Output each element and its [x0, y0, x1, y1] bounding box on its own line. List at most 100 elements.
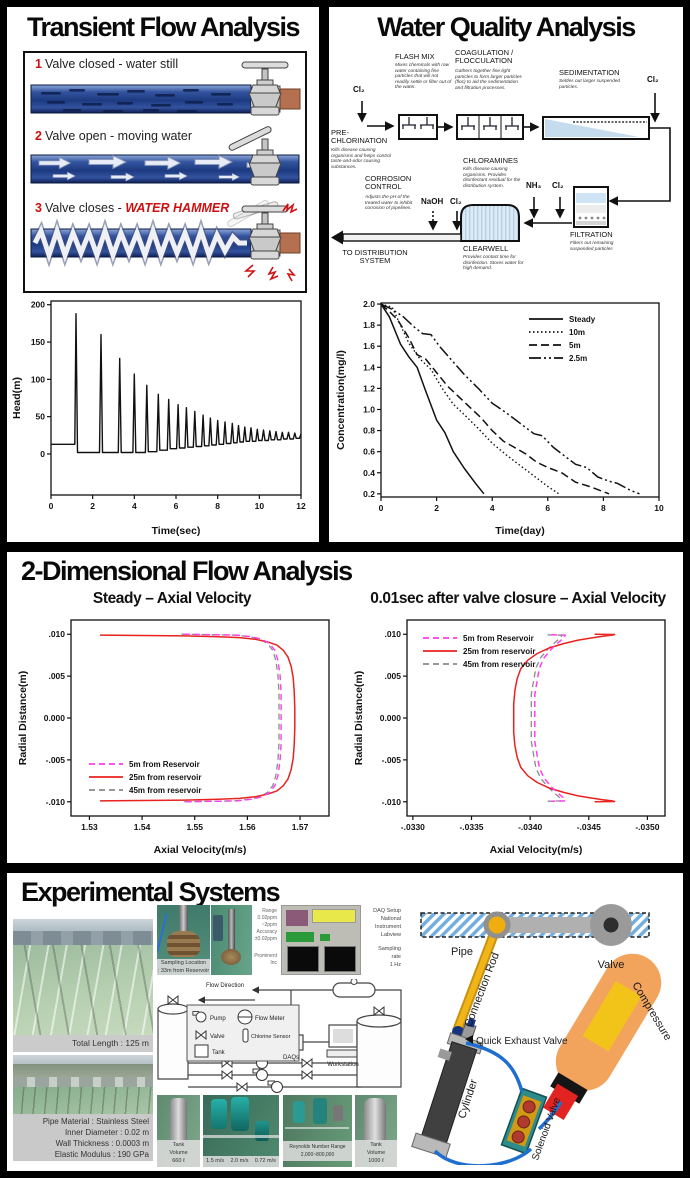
chem-cl2-sed: Cl₂ — [647, 75, 659, 84]
sampling-location-photo: Sampling Location : 33m from Reservoir — [157, 905, 210, 975]
flow-direction-label: Flow Direction — [206, 983, 244, 989]
cylinder-shape — [411, 1017, 484, 1159]
pneumatic-tubes — [433, 1041, 563, 1165]
svg-text:150: 150 — [31, 337, 45, 347]
chlorine-sensor-photo — [211, 905, 252, 975]
workstation-label: Workstation — [327, 1062, 359, 1068]
panel-title: 2-Dimensional Flow Analysis — [21, 556, 353, 586]
svg-text:0.8: 0.8 — [363, 426, 375, 436]
water-hammer-illustration — [30, 61, 301, 282]
svg-text:.005: .005 — [384, 671, 401, 681]
solenoid-shape — [500, 1087, 548, 1155]
svg-text:12: 12 — [296, 501, 306, 511]
svg-text:0.6: 0.6 — [363, 447, 375, 457]
svg-text:1.4: 1.4 — [363, 362, 375, 372]
svg-text:1.56: 1.56 — [239, 822, 256, 832]
svg-text:5m from Reservoir: 5m from Reservoir — [129, 760, 200, 769]
valve-label: Valve — [598, 959, 625, 971]
svg-text:-.0335: -.0335 — [459, 822, 483, 832]
panel-transient-flow: Transient Flow Analysis — [4, 4, 322, 545]
quick-exhaust-pointer-icon — [465, 1035, 473, 1044]
panel-title: Transient Flow Analysis — [26, 12, 301, 42]
svg-text:0: 0 — [49, 501, 54, 511]
svg-text:4: 4 — [490, 503, 495, 513]
connection-rod-shape — [454, 924, 500, 1033]
svg-text:1.0: 1.0 — [363, 404, 375, 414]
svg-text:1.57: 1.57 — [292, 822, 309, 832]
svg-text:1.55: 1.55 — [186, 822, 203, 832]
svg-text:Axial Velocity(m/s): Axial Velocity(m/s) — [490, 844, 583, 856]
step-text: Valve open - moving water — [44, 129, 193, 143]
svg-text:50: 50 — [36, 412, 46, 422]
stage-coagulation: COAGULATION / FLOCCULATION — [455, 48, 514, 65]
svg-text:Steady: Steady — [569, 315, 596, 324]
svg-text:.010: .010 — [48, 629, 65, 639]
panel-experimental: Experimental Systems Total Length : 125 … — [4, 870, 686, 1174]
svg-text:5m: 5m — [569, 341, 581, 350]
pipeline-photo-bottom: Pipe Material : Stainless Steel Inner Di… — [13, 1055, 153, 1161]
stage-clearwell: CLEARWELL — [463, 244, 509, 253]
svg-text:-.005: -.005 — [382, 755, 402, 765]
svg-text:Time(day): Time(day) — [495, 525, 544, 537]
daqs-label: DAQs — [283, 1055, 299, 1061]
reynolds-caption: Reynolds Number Range 2,000~800,000 — [283, 1141, 352, 1161]
actuator-schematic: Pipe Valve Connection Rod Quick Exhaust … — [411, 904, 674, 1165]
svg-text:0.000: 0.000 — [44, 713, 66, 723]
stage-desc: Filters out remaining suspended particle… — [570, 241, 614, 252]
svg-text:1.2: 1.2 — [363, 383, 375, 393]
panel-2d-flow: 2-Dimensional Flow Analysis Steady – Axi… — [4, 549, 686, 866]
svg-text:4: 4 — [132, 501, 137, 511]
svg-text:0.000: 0.000 — [380, 713, 402, 723]
svg-text:Radial Distance(m): Radial Distance(m) — [17, 671, 29, 766]
svg-text:Concentration(mg/l): Concentration(mg/l) — [335, 350, 347, 450]
tank-1000-caption: Tank Volume 1000 ℓ — [355, 1140, 397, 1167]
chem-cl2-pre: Cl₂ — [353, 85, 365, 94]
svg-text:-.0350: -.0350 — [635, 822, 659, 832]
water-hammer-step-1: 1 Valve closed - water still — [35, 57, 178, 71]
water-hammer-figure: 1 Valve closed - water still 2 Valve open … — [23, 51, 307, 293]
water-hammer-step-2: 2 Valve open - moving water — [35, 129, 192, 143]
step-text: Valve closes - — [44, 201, 122, 215]
legend-pump-label: Pump — [210, 1016, 226, 1022]
svg-text:-.0340: -.0340 — [518, 822, 542, 832]
svg-text:45m from reservoir: 45m from reservoir — [129, 786, 201, 795]
legend-tank-label: Tank — [212, 1050, 226, 1056]
stage-flash-mix: FLASH MIX — [395, 52, 435, 61]
sensor-spec-text: Range 0.02ppm ~2ppm Accuracy ±0.02ppm Pr… — [252, 905, 279, 975]
svg-text:0.2: 0.2 — [363, 489, 375, 499]
steady-subtitle: Steady – Axial Velocity — [92, 590, 252, 607]
chem-naoh: NaOH — [421, 197, 444, 206]
daq-screenshot — [281, 905, 361, 975]
step-number: 3 — [35, 201, 42, 215]
svg-text:-.010: -.010 — [46, 797, 66, 807]
svg-text:Radial Distance(m): Radial Distance(m) — [353, 671, 365, 766]
svg-text:-.0330: -.0330 — [401, 822, 425, 832]
svg-text:.010: .010 — [384, 629, 401, 639]
svg-text:0.4: 0.4 — [363, 468, 375, 478]
svg-text:1.54: 1.54 — [134, 822, 151, 832]
svg-text:Head(m): Head(m) — [11, 377, 23, 419]
daq-spec-text: DAQ Setup National Instrument Labview Sa… — [373, 908, 401, 968]
svg-text:2.0: 2.0 — [363, 299, 375, 309]
svg-text:-.005: -.005 — [46, 755, 66, 765]
svg-text:25m from reservoir: 25m from reservoir — [463, 647, 535, 656]
stage-filtration: FILTRATION — [570, 230, 613, 239]
panel-title: Experimental Systems — [21, 877, 281, 907]
step-text: Valve closed - water still — [44, 57, 179, 71]
svg-text:25m from reservoir: 25m from reservoir — [129, 773, 201, 782]
pumps-photo: 1.5 m/s 2.0 m/s 0.72 m/s — [203, 1095, 279, 1167]
svg-text:Time(sec): Time(sec) — [152, 525, 201, 537]
svg-text:Axial Velocity(m/s): Axial Velocity(m/s) — [154, 844, 247, 856]
head-time-chart: 0 2 4 6 8 10 12 0 50 100 150 200 Time(sec) Head(m) — [9, 293, 313, 544]
closure-profile-chart: -.0330 -.0335 -.0340 -.0345 -.0350 .010 .005 0.… — [351, 614, 677, 863]
panel-title: Water Quality Analysis — [377, 12, 636, 42]
svg-text:200: 200 — [31, 300, 45, 310]
quick-exhaust-label: Quick Exhaust Valve — [476, 1036, 568, 1047]
svg-text:10: 10 — [255, 501, 265, 511]
process-flow-shapes — [331, 93, 671, 245]
stage-distribution: TO DISTRIBUTION SYSTEM — [342, 248, 408, 265]
reynolds-photo: Reynolds Number Range 2,000~800,000 — [283, 1095, 352, 1167]
panel-water-quality: Water Quality Analysis — [326, 4, 686, 545]
stage-desc: Kills disease causing organisms and help… — [331, 148, 391, 170]
